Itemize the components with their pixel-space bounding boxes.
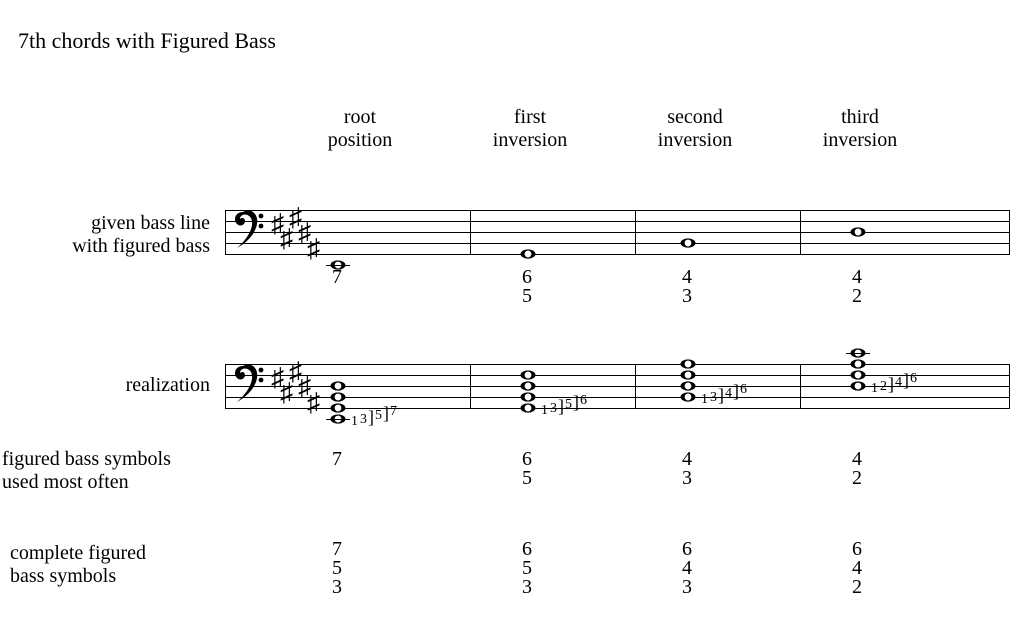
figured-bass-under-staff: 42 (852, 268, 862, 306)
col-header-line2: inversion (470, 129, 590, 152)
whole-note (520, 249, 536, 259)
interval-brackets: 12]4]6 (870, 378, 918, 399)
staff-given-bass: ♯ ♯ ♯ ♯ ♯ (225, 210, 1010, 254)
figured-bass-common: 42 (852, 450, 862, 488)
page-root: 7th chords with Figured Bass root positi… (0, 0, 1024, 644)
col-header-third: third inversion (800, 106, 920, 152)
whole-note (330, 403, 346, 413)
row-label-given-bass: given bass line with figured bass (0, 212, 210, 258)
whole-note (330, 392, 346, 402)
row-label-realization: realization (0, 374, 210, 397)
figure-numeral: 2 (852, 469, 862, 488)
whole-note (850, 370, 866, 380)
whole-note (680, 381, 696, 391)
whole-note (330, 381, 346, 391)
key-signature: ♯ ♯ ♯ ♯ ♯ (271, 354, 331, 418)
figured-bass-common: 65 (522, 450, 532, 488)
col-header-line1: first (470, 106, 590, 129)
ledger-line (326, 419, 350, 420)
interval-numeral: 4 (724, 386, 733, 402)
col-header-second: second inversion (635, 106, 755, 152)
figure-numeral: 7 (332, 268, 342, 287)
interval-numeral: 5 (374, 408, 383, 424)
figure-numeral: 3 (522, 578, 532, 597)
col-header-line2: position (300, 129, 420, 152)
whole-note (850, 227, 866, 237)
row-label-line1: realization (126, 374, 210, 396)
figure-numeral: 3 (682, 287, 692, 306)
figured-bass-common: 7 (332, 450, 342, 469)
interval-numeral: 1 (540, 403, 549, 419)
col-header-line1: root (300, 106, 420, 129)
bass-clef-icon (231, 204, 271, 260)
interval-brackets: 13]5]6 (540, 400, 588, 421)
figure-numeral: 3 (332, 578, 342, 597)
interval-numeral: 1 (700, 392, 709, 408)
interval-numeral: 3 (549, 401, 558, 417)
figure-numeral: 5 (522, 287, 532, 306)
figured-bass-complete: 753 (332, 540, 342, 597)
whole-note (520, 403, 536, 413)
interval-numeral: 3 (359, 412, 368, 428)
row-label-line2: with figured bass (72, 235, 210, 257)
whole-note (520, 392, 536, 402)
row-label-line2: used most often (2, 471, 129, 493)
row-label-line1: figured bass symbols (2, 448, 171, 470)
figured-bass-complete: 643 (682, 540, 692, 597)
row-label-line1: given bass line (91, 212, 210, 234)
figure-numeral: 7 (332, 450, 342, 469)
whole-note (520, 370, 536, 380)
ledger-line (846, 353, 870, 354)
figure-numeral: 2 (852, 287, 862, 306)
page-title: 7th chords with Figured Bass (18, 28, 276, 54)
interval-brackets: 13]4]6 (700, 389, 748, 410)
interval-numeral: 4 (894, 375, 903, 391)
figured-bass-under-staff: 7 (332, 268, 342, 287)
interval-numeral: 5 (564, 397, 573, 413)
row-label-common-symbols: figured bass symbols used most often (0, 448, 217, 494)
col-header-line2: inversion (800, 129, 920, 152)
col-header-line1: third (800, 106, 920, 129)
col-header-line1: second (635, 106, 755, 129)
whole-note (680, 392, 696, 402)
whole-note (680, 238, 696, 248)
figure-numeral: 2 (852, 578, 862, 597)
figure-numeral: 3 (682, 578, 692, 597)
interval-numeral: 6 (739, 382, 748, 398)
whole-note (850, 381, 866, 391)
row-label-line2: bass symbols (10, 565, 116, 587)
figured-bass-complete: 653 (522, 540, 532, 597)
whole-note (680, 370, 696, 380)
row-label-complete-symbols: complete figured bass symbols (0, 542, 225, 588)
bass-clef-icon (231, 358, 271, 414)
col-header-first: first inversion (470, 106, 590, 152)
figure-numeral: 5 (522, 469, 532, 488)
col-header-line2: inversion (635, 129, 755, 152)
interval-numeral: 1 (870, 381, 879, 397)
interval-numeral: 3 (709, 390, 718, 406)
col-header-root: root position (300, 106, 420, 152)
interval-numeral: 6 (579, 393, 588, 409)
interval-brackets: 13]5]7 (350, 411, 398, 432)
interval-numeral: 1 (350, 414, 359, 430)
key-signature: ♯ ♯ ♯ ♯ ♯ (271, 200, 331, 264)
figure-numeral: 3 (682, 469, 692, 488)
row-label-line1: complete figured (10, 542, 146, 564)
interval-numeral: 6 (909, 371, 918, 387)
figured-bass-common: 43 (682, 450, 692, 488)
whole-note (520, 381, 536, 391)
whole-note (850, 359, 866, 369)
interval-numeral: 7 (389, 404, 398, 420)
figured-bass-under-staff: 65 (522, 268, 532, 306)
figured-bass-under-staff: 43 (682, 268, 692, 306)
interval-numeral: 2 (879, 379, 888, 395)
figured-bass-complete: 642 (852, 540, 862, 597)
whole-note (680, 359, 696, 369)
